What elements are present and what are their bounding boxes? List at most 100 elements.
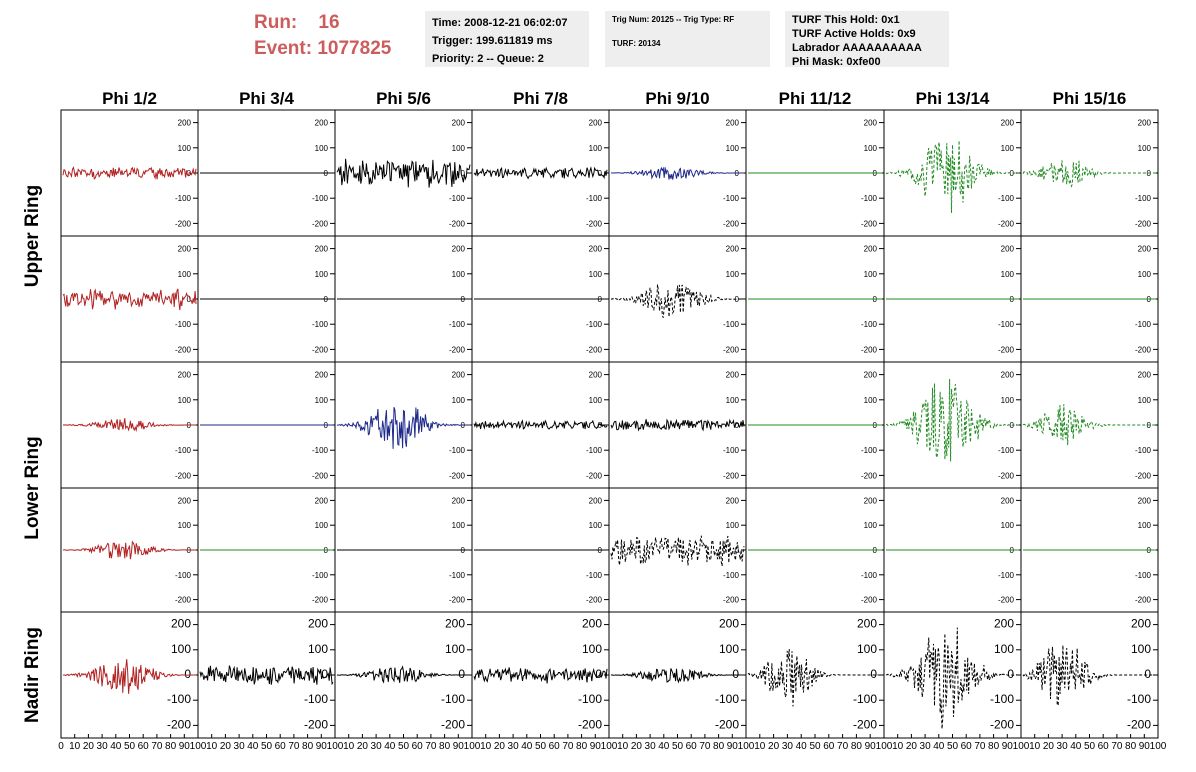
y-tick-label: 200 — [864, 119, 878, 128]
turf-text: TURF: 20134 — [612, 39, 661, 48]
priority-text: Priority: 2 -- Queue: 2 — [432, 53, 544, 65]
waveform-series — [1022, 645, 1156, 707]
x-tick-label: 10 — [1029, 741, 1041, 752]
y-tick-label: -200 — [586, 345, 603, 354]
x-tick-label: 80 — [988, 741, 1000, 752]
waveform-series — [1022, 160, 1156, 188]
waveform-series — [885, 627, 1020, 729]
y-tick-label: 100 — [452, 396, 466, 405]
labrador-text: Labrador AAAAAAAAAA — [792, 42, 922, 54]
y-tick-label: 200 — [452, 119, 466, 128]
y-tick-label: 200 — [178, 371, 192, 380]
y-tick-label: 100 — [1131, 642, 1151, 656]
run-row: Run: 16 — [254, 10, 391, 36]
x-tick-label: 60 — [412, 741, 424, 752]
plot-frame — [334, 109, 473, 237]
x-tick-label: 90 — [1002, 741, 1014, 752]
y-tick-label: -100 — [1135, 571, 1152, 580]
y-tick-label: -200 — [723, 219, 740, 228]
y-tick-label: -200 — [1135, 219, 1152, 228]
y-tick-label: 100 — [315, 144, 329, 153]
x-tick-label: 60 — [1098, 741, 1110, 752]
turf-hold-text: TURF This Hold: 0x1 — [792, 14, 900, 26]
y-tick-label: 200 — [1001, 119, 1015, 128]
y-tick-label: -200 — [304, 717, 328, 731]
x-tick-label: 30 — [508, 741, 520, 752]
y-tick-label: -100 — [998, 446, 1015, 455]
y-tick-label: -200 — [1135, 471, 1152, 480]
waveform-series — [473, 419, 608, 430]
x-tick-label: 100 — [190, 741, 207, 752]
y-tick-label: -100 — [861, 571, 878, 580]
x-tick-label: 30 — [97, 741, 109, 752]
y-tick-label: -200 — [1127, 717, 1151, 731]
y-tick-label: 0 — [321, 667, 328, 681]
y-tick-label: -100 — [723, 194, 740, 203]
y-tick-label: -200 — [175, 345, 192, 354]
y-tick-label: -100 — [1135, 320, 1152, 329]
y-tick-label: 100 — [719, 642, 739, 656]
y-tick-label: -200 — [998, 219, 1015, 228]
time-info-panel: Time: 2008-12-21 06:02:07 Trigger: 199.6… — [425, 11, 589, 67]
y-tick-label: 200 — [589, 119, 603, 128]
x-tick-label: 60 — [823, 741, 835, 752]
x-tick-label: 90 — [865, 741, 877, 752]
y-tick-label: 200 — [1131, 617, 1151, 631]
y-tick-label: -200 — [861, 596, 878, 605]
x-tick-label: 50 — [124, 741, 136, 752]
waveform-series — [62, 288, 197, 311]
y-tick-label: 200 — [589, 496, 603, 505]
y-tick-label: 100 — [178, 521, 192, 530]
y-tick-label: -100 — [990, 692, 1014, 706]
column-header: Phi 11/12 — [779, 89, 852, 108]
x-tick-label: 100 — [1013, 741, 1030, 752]
x-tick-label: 40 — [521, 741, 533, 752]
y-tick-label: -200 — [312, 596, 329, 605]
x-tick-label: 10 — [617, 741, 629, 752]
x-tick-label: 60 — [686, 741, 698, 752]
y-tick-label: 200 — [726, 371, 740, 380]
trig-info-panel: Trig Num: 20125 -- Trig Type: RF TURF: 2… — [605, 11, 770, 67]
x-tick-label: 20 — [357, 741, 369, 752]
x-tick-label: 70 — [151, 741, 163, 752]
y-tick-label: -100 — [578, 692, 602, 706]
y-tick-label: 100 — [589, 270, 603, 279]
y-tick-label: 100 — [589, 144, 603, 153]
y-tick-label: -200 — [578, 717, 602, 731]
y-tick-label: -200 — [723, 345, 740, 354]
y-tick-label: -100 — [312, 446, 329, 455]
x-tick-label: 80 — [1125, 741, 1137, 752]
y-tick-label: 200 — [857, 617, 877, 631]
y-tick-label: 0 — [735, 421, 740, 430]
y-tick-label: 200 — [726, 496, 740, 505]
x-tick-label: 80 — [713, 741, 725, 752]
x-tick-label: 90 — [179, 741, 191, 752]
y-tick-label: 0 — [187, 546, 192, 555]
x-tick-label: 90 — [1139, 741, 1151, 752]
y-tick-label: -200 — [167, 717, 191, 731]
x-tick-label: 100 — [876, 741, 893, 752]
y-tick-label: -100 — [586, 571, 603, 580]
x-tick-label: 10 — [754, 741, 766, 752]
waveform-series — [473, 166, 608, 180]
y-tick-label: 100 — [452, 270, 466, 279]
y-tick-label: 100 — [1138, 144, 1152, 153]
y-tick-label: -100 — [853, 692, 877, 706]
y-tick-label: -100 — [861, 320, 878, 329]
y-tick-label: 200 — [994, 617, 1014, 631]
run-value: 16 — [318, 12, 340, 33]
waveform-series — [473, 667, 608, 684]
waveform-series — [62, 540, 196, 560]
x-tick-label: 90 — [316, 741, 328, 752]
x-tick-label: 50 — [261, 741, 273, 752]
run-label: Run: — [254, 12, 298, 33]
y-tick-label: -100 — [312, 320, 329, 329]
trig-num-text: Trig Num: 20125 -- Trig Type: RF — [612, 15, 735, 24]
waveform-series — [336, 407, 470, 449]
y-tick-label: -100 — [304, 692, 328, 706]
y-tick-label: 0 — [598, 169, 603, 178]
x-tick-label: 40 — [110, 741, 122, 752]
y-tick-label: 0 — [598, 421, 603, 430]
y-tick-label: 0 — [187, 295, 192, 304]
x-tick-label: 60 — [138, 741, 150, 752]
